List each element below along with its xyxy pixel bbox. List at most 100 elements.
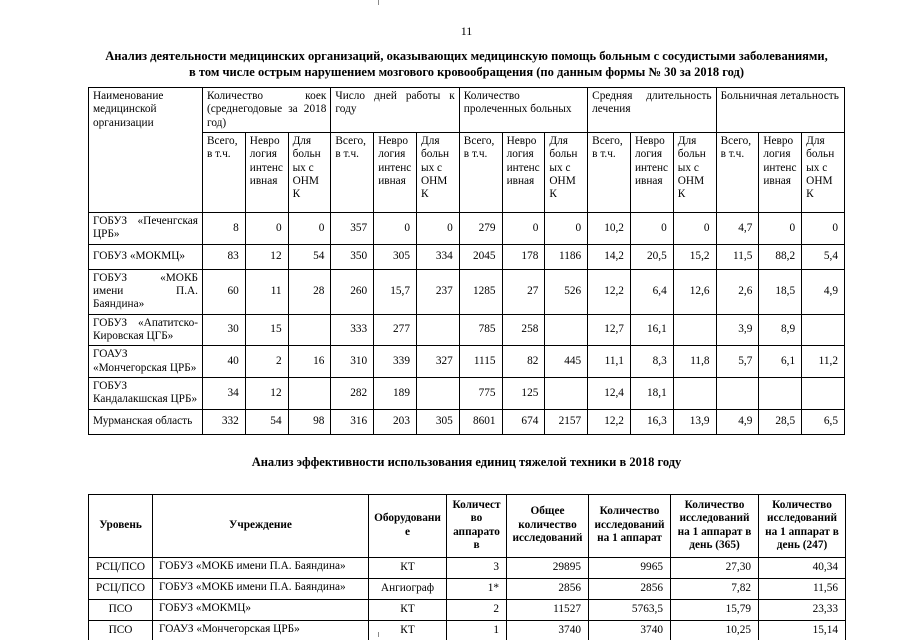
table-cell: 15,7 [373,268,417,315]
table-cell [544,313,589,347]
table-row: РСЦ/ПСО ГОБУЗ «МОКБ имени П.А. Баяндина» К… [88,556,846,579]
table-cell: 30 [202,313,246,347]
table-cell: 2856 [588,577,671,600]
table-cell: ГОАУЗ «Мончегорская ЦРБ» [152,619,369,640]
table-cell: 0 [287,211,332,245]
table-cell: 1186 [544,243,589,270]
column-header-equipment: Оборудование [368,493,447,558]
table-cell: 785 [458,313,503,347]
table-cell: 0 [501,211,546,245]
subcolumn-header-total: Всего, в т.ч. [202,131,246,213]
column-header-studies-per-device-day-247: Количество исследований на 1 аппарат в д… [758,493,846,558]
table-cell: 2 [244,345,289,378]
table-cell: 2045 [458,243,503,270]
table-cell: 316 [330,408,375,435]
subcolumn-header-onmk: Для больных с ОНМК [801,131,845,213]
table-cell: 4,7 [715,211,760,245]
table-cell: 15,79 [670,598,759,621]
subcolumn-header-total: Всего, в т.ч. [458,131,503,213]
table-cell: 2157 [544,408,589,435]
column-header-organization: Наименование медицинской организации [88,87,203,213]
table-cell: ГОБУЗ «МОКМЦ» [88,243,203,270]
column-group-avg-treatment-duration: Средняя длительность лечения [587,87,717,133]
table-cell: 1 [446,619,507,640]
table-cell [801,313,845,347]
table-cell: ГОБУЗ «МОКБ имени П.А. Баяндина» [152,556,369,579]
table-cell: 6,1 [758,345,803,378]
table-cell: 12,6 [672,268,717,315]
table-cell: РСЦ/ПСО [88,556,153,579]
table-cell: 5,7 [715,345,760,378]
table-cell: 125 [501,376,546,410]
table-cell: 0 [373,211,417,245]
table-cell: ПСО [88,619,153,640]
table-cell: 11,1 [587,345,631,378]
table-cell: КТ [368,598,447,621]
table-cell: 0 [672,211,717,245]
table-cell: 98 [287,408,332,435]
table-cell: 526 [544,268,589,315]
table-cell: 15,2 [672,243,717,270]
column-header-total-studies: Общее количество исследований [506,493,589,558]
column-header-level: Уровень [88,493,153,558]
table-cell: 18,5 [758,268,803,315]
subcolumn-header-neurology: Неврология интенсивная [373,131,417,213]
table-cell: 3 [446,556,507,579]
table-cell [672,376,717,410]
subcolumn-header-neurology: Неврология интенсивная [758,131,803,213]
table-cell: 5,4 [801,243,845,270]
table-cell: 6,4 [629,268,674,315]
table-cell: 357 [330,211,375,245]
table-cell: 40,34 [758,556,846,579]
table-cell: 11,8 [672,345,717,378]
section2-title: Анализ эффективности использования едини… [251,454,682,469]
heavy-equipment-table-header: Уровень Учреждение Оборудование Количест… [88,493,846,558]
section1-title-line1: Анализ деятельности медицинских организа… [105,49,828,63]
vascular-care-table-header: Наименование медицинской организации Кол… [88,87,846,213]
table-cell: 29895 [506,556,589,579]
table-cell: 8,9 [758,313,803,347]
table-cell: 82 [501,345,546,378]
table-cell: 674 [501,408,546,435]
table-cell: ГОБУЗ «Печенгская ЦРБ» [88,211,203,245]
table-cell: 310 [330,345,375,378]
table-cell: 279 [458,211,503,245]
table-cell: 327 [415,345,460,378]
table-cell: 445 [544,345,589,378]
table-cell: Ангиограф [368,577,447,600]
table-cell [758,376,803,410]
table-cell: 305 [415,408,460,435]
page-number: 11 [460,24,473,38]
table-cell: 3,9 [715,313,760,347]
table-cell: 277 [373,313,417,347]
crop-mark-top [378,0,379,5]
subheader-row: Всего, в т.ч. Неврология интенсивная Для… [89,131,845,213]
table-cell: ГОБУЗ Кандалакшская ЦРБ» [88,376,203,410]
table-row: ПСО ГОАУЗ «Мончегорская ЦРБ» КТ 1 3740 3740 10… [88,619,846,640]
table-cell: РСЦ/ПСО [88,577,153,600]
table-cell: 14,2 [587,243,631,270]
group-header-row: Наименование медицинской организации Кол… [88,87,846,213]
table-cell: 1285 [458,268,503,315]
table-cell: 7,82 [670,577,759,600]
table-cell: 54 [244,408,289,435]
table-cell: 12,2 [587,408,631,435]
subcolumn-header-neurology: Неврология интенсивная [629,131,674,213]
subcolumn-header-onmk: Для больных с ОНМК [415,131,460,213]
table-cell: ГОБУЗ «МОКМЦ» [152,598,369,621]
column-group-beds: Количество коек (среднегодовые за 2018 г… [201,87,332,133]
table-cell: 0 [415,211,460,245]
column-header-studies-per-device: Количество исследований на 1 аппарат [588,493,671,558]
table-cell: 1115 [458,345,503,378]
table-cell: 334 [415,243,460,270]
vascular-care-table: Наименование медицинской организации Кол… [88,87,846,435]
column-group-patients-treated: Количество пролеченных больных [458,87,589,133]
subcolumn-header-total: Всего, в т.ч. [587,131,631,213]
table-cell: 10,2 [587,211,631,245]
table-cell: 0 [544,211,589,245]
table-cell [287,376,332,410]
heavy-equipment-table-body: РСЦ/ПСО ГОБУЗ «МОКБ имени П.А. Баяндина» К… [88,556,846,640]
table-cell: 12 [244,243,289,270]
table-cell: 333 [330,313,375,347]
table-cell [415,376,460,410]
